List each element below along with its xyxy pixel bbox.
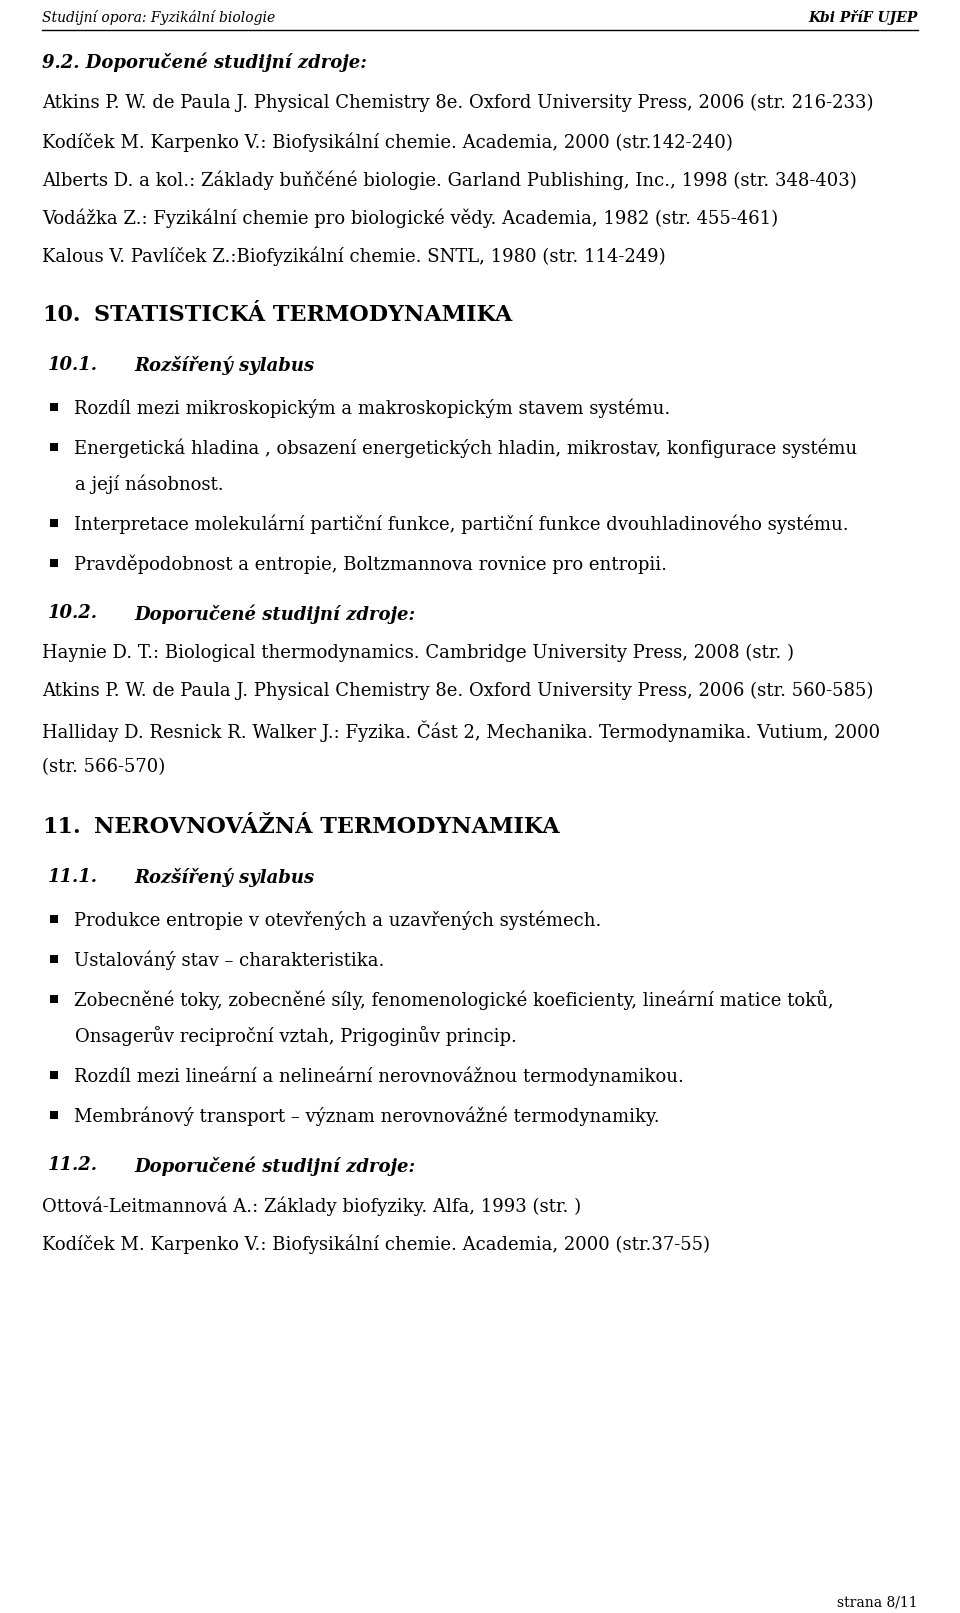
Text: Kbi PříF UJEP: Kbi PříF UJEP — [808, 10, 918, 24]
Text: Kodíček M. Karpenko V.: Biofysikální chemie. Academia, 2000 (str.37-55): Kodíček M. Karpenko V.: Biofysikální che… — [42, 1234, 710, 1253]
Text: Ustalováný stav – charakteristika.: Ustalováný stav – charakteristika. — [74, 950, 384, 969]
Text: a její násobnost.: a její násobnost. — [75, 474, 224, 494]
Bar — [50, 403, 58, 411]
Text: Kodíček M. Karpenko V.: Biofysikální chemie. Academia, 2000 (str.142-240): Kodíček M. Karpenko V.: Biofysikální che… — [42, 132, 732, 152]
Text: Vodážka Z.: Fyzikální chemie pro biologické vědy. Academia, 1982 (str. 455-461): Vodážka Z.: Fyzikální chemie pro biologi… — [42, 208, 779, 227]
Text: Kalous V. Pavlíček Z.:Biofyzikální chemie. SNTL, 1980 (str. 114-249): Kalous V. Pavlíček Z.:Biofyzikální chemi… — [42, 247, 665, 266]
Text: Onsagerův reciproční vztah, Prigoginův princip.: Onsagerův reciproční vztah, Prigoginův p… — [75, 1026, 516, 1045]
Text: 11.1.: 11.1. — [48, 868, 98, 886]
Bar — [50, 1111, 58, 1119]
Bar — [50, 519, 58, 527]
Text: 10.1.: 10.1. — [48, 356, 98, 374]
Text: 11.: 11. — [42, 816, 81, 839]
Text: Halliday D. Resnick R. Walker J.: Fyzika. Část 2, Mechanika. Termodynamika. Vuti: Halliday D. Resnick R. Walker J.: Fyzika… — [42, 719, 880, 742]
Text: Atkins P. W. de Paula J. Physical Chemistry 8e. Oxford University Press, 2006 (s: Atkins P. W. de Paula J. Physical Chemis… — [42, 94, 874, 113]
Text: Membránový transport – význam nerovnovážné termodynamiky.: Membránový transport – význam nerovnováž… — [74, 1107, 660, 1126]
Text: 11.2.: 11.2. — [48, 1157, 98, 1174]
Text: 10.: 10. — [42, 303, 81, 326]
Bar — [50, 444, 58, 452]
Bar — [50, 955, 58, 963]
Text: Atkins P. W. de Paula J. Physical Chemistry 8e. Oxford University Press, 2006 (s: Atkins P. W. de Paula J. Physical Chemis… — [42, 682, 874, 700]
Text: Haynie D. T.: Biological thermodynamics. Cambridge University Press, 2008 (str. : Haynie D. T.: Biological thermodynamics.… — [42, 644, 794, 663]
Text: 10.2.: 10.2. — [48, 603, 98, 623]
Bar — [50, 1071, 58, 1079]
Text: (str. 566-570): (str. 566-570) — [42, 758, 165, 776]
Text: Rozdíl mezi mikroskopickým a makroskopickým stavem systému.: Rozdíl mezi mikroskopickým a makroskopic… — [74, 398, 670, 418]
Text: Rozšířený sylabus: Rozšířený sylabus — [134, 356, 314, 374]
Text: strana 8/11: strana 8/11 — [837, 1595, 918, 1610]
Text: Ottová-Leitmannová A.: Základy biofyziky. Alfa, 1993 (str. ): Ottová-Leitmannová A.: Základy biofyziky… — [42, 1195, 581, 1216]
Text: Pravděpodobnost a entropie, Boltzmannova rovnice pro entropii.: Pravděpodobnost a entropie, Boltzmannova… — [74, 553, 667, 574]
Text: NEROVNOVÁŽNÁ TERMODYNAMIKA: NEROVNOVÁŽNÁ TERMODYNAMIKA — [94, 816, 560, 839]
Bar — [50, 915, 58, 923]
Text: Rozdíl mezi lineární a nelineární nerovnovážnou termodynamikou.: Rozdíl mezi lineární a nelineární nerovn… — [74, 1066, 684, 1086]
Text: Alberts D. a kol.: Základy buňčéné biologie. Garland Publishing, Inc., 1998 (str: Alberts D. a kol.: Základy buňčéné biolo… — [42, 169, 856, 189]
Text: Doporučené studijní zdroje:: Doporučené studijní zdroje: — [134, 603, 415, 624]
Text: STATISTICKÁ TERMODYNAMIKA: STATISTICKÁ TERMODYNAMIKA — [94, 303, 513, 326]
Text: Energetická hladina , obsazení energetických hladin, mikrostav, konfigurace syst: Energetická hladina , obsazení energetic… — [74, 439, 857, 458]
Text: 9.2. Doporučené studijní zdroje:: 9.2. Doporučené studijní zdroje: — [42, 52, 367, 71]
Text: Studijní opora: Fyzikální biologie: Studijní opora: Fyzikální biologie — [42, 10, 276, 24]
Text: Zobecněné toky, zobecněné síly, fenomenologické koeficienty, lineární matice tok: Zobecněné toky, zobecněné síly, fenomeno… — [74, 990, 833, 1010]
Text: Rozšířený sylabus: Rozšířený sylabus — [134, 868, 314, 887]
Text: Produkce entropie v otevřených a uzavřených systémech.: Produkce entropie v otevřených a uzavřen… — [74, 910, 601, 929]
Text: Interpretace molekulární partiční funkce, partiční funkce dvouhladinového systém: Interpretace molekulární partiční funkce… — [74, 515, 849, 534]
Bar — [50, 560, 58, 568]
Text: Doporučené studijní zdroje:: Doporučené studijní zdroje: — [134, 1157, 415, 1176]
Bar — [50, 995, 58, 1003]
